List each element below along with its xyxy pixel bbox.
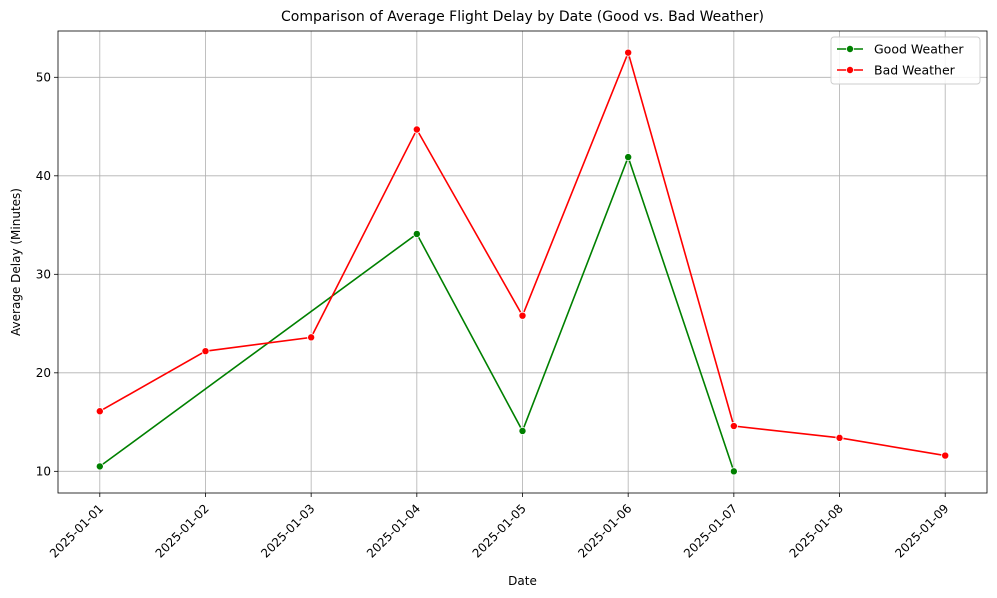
data-point — [518, 426, 527, 435]
data-point — [201, 347, 210, 356]
y-tick-label: 40 — [36, 169, 51, 183]
legend-marker — [846, 45, 855, 54]
legend-box — [830, 36, 981, 85]
data-point — [941, 451, 950, 460]
data-point — [95, 407, 104, 416]
data-point — [729, 422, 738, 431]
data-point — [835, 433, 844, 442]
series-layer — [95, 48, 950, 476]
legend-label: Good Weather — [874, 42, 964, 57]
data-point — [624, 48, 633, 57]
data-point — [624, 153, 633, 162]
y-tick-label: 20 — [36, 366, 51, 380]
y-axis-label: Average Delay (Minutes) — [9, 188, 23, 336]
legend-label: Bad Weather — [874, 63, 956, 78]
y-tick-label: 30 — [36, 267, 51, 281]
data-point — [518, 311, 527, 320]
y-tick-label: 10 — [36, 464, 51, 478]
data-point — [412, 229, 421, 238]
data-point — [412, 125, 421, 134]
data-point — [307, 333, 316, 342]
data-point — [729, 467, 738, 476]
legend-marker — [846, 66, 855, 75]
x-axis-label: Date — [508, 574, 537, 588]
chart-title: Comparison of Average Flight Delay by Da… — [281, 9, 764, 25]
legend: Good Weather Bad Weather — [830, 36, 981, 85]
y-tick-label: 50 — [36, 70, 51, 84]
data-point — [95, 462, 104, 471]
